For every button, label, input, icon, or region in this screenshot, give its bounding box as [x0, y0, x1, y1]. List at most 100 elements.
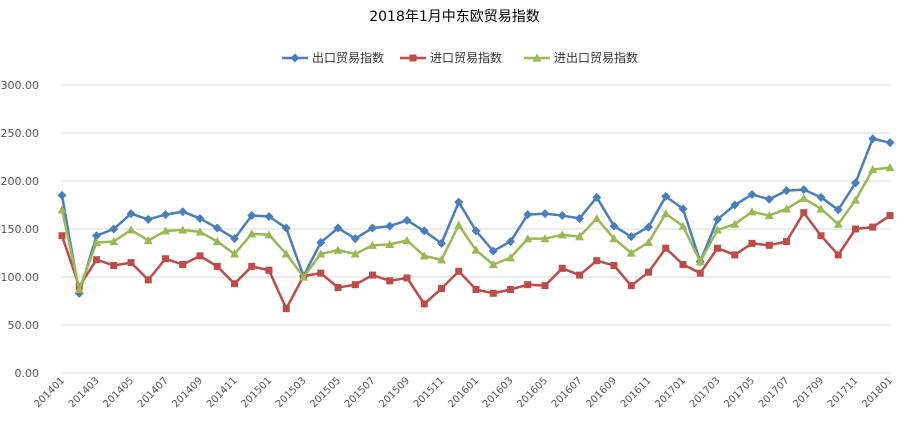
- data-point: [488, 246, 498, 256]
- x-tick-label: 201411: [205, 375, 240, 410]
- data-point: [212, 223, 222, 233]
- data-point: [868, 164, 878, 174]
- data-point: [661, 209, 671, 218]
- data-point: [127, 259, 135, 267]
- data-point: [782, 186, 791, 196]
- y-tick-label: 200.00: [1, 175, 40, 188]
- x-tick-label: 201709: [791, 375, 826, 410]
- data-point: [299, 272, 308, 281]
- data-point: [230, 234, 239, 244]
- data-point: [471, 245, 481, 254]
- data-point: [834, 251, 842, 259]
- data-point: [455, 267, 463, 275]
- legend: 出口贸易指数 进口贸易指数 进出口贸易指数: [282, 50, 638, 65]
- data-point: [369, 271, 376, 279]
- data-point: [265, 266, 273, 274]
- data-point: [264, 212, 274, 222]
- data-point: [230, 249, 239, 258]
- data-point: [368, 240, 377, 249]
- data-point: [402, 215, 412, 225]
- data-point: [437, 255, 446, 264]
- data-point: [402, 236, 412, 245]
- data-point: [92, 237, 101, 247]
- data-point: [247, 211, 257, 221]
- data-point: [385, 221, 395, 231]
- legend-item: 进出口贸易指数: [524, 50, 638, 65]
- data-point: [472, 285, 480, 293]
- data-point: [764, 211, 774, 220]
- legend-label: 出口贸易指数: [312, 50, 384, 65]
- data-point: [92, 231, 101, 241]
- data-point: [661, 191, 671, 201]
- data-point: [454, 197, 464, 207]
- data-point: [626, 248, 636, 257]
- data-point: [730, 200, 740, 210]
- series-2: [58, 209, 894, 313]
- data-point: [403, 274, 411, 282]
- x-tick-label: 201503: [274, 375, 309, 410]
- data-point: [678, 221, 688, 230]
- gridlines: [62, 84, 890, 374]
- data-point: [593, 257, 601, 265]
- data-point: [695, 257, 705, 266]
- data-point: [592, 192, 602, 202]
- data-point: [540, 209, 550, 219]
- legend-item: 进口贸易指数: [400, 50, 502, 65]
- legend-label: 进出口贸易指数: [554, 50, 638, 65]
- data-point: [110, 261, 118, 269]
- x-tick-label: 201511: [412, 375, 447, 410]
- data-point: [282, 305, 290, 313]
- y-tick-label: 300.00: [1, 79, 40, 92]
- data-point: [351, 281, 359, 289]
- data-point: [610, 261, 618, 269]
- data-point: [507, 285, 514, 293]
- x-tick-label: 201409: [170, 375, 205, 410]
- data-point: [178, 225, 188, 234]
- x-tick-label: 201509: [377, 375, 412, 410]
- data-point: [851, 178, 860, 188]
- data-point: [523, 234, 533, 243]
- data-point: [161, 226, 170, 235]
- y-tick-label: 150.00: [1, 223, 40, 236]
- x-tick-label: 201707: [757, 375, 792, 410]
- data-point: [333, 223, 343, 233]
- data-point: [609, 221, 619, 231]
- data-point: [764, 194, 774, 204]
- y-tick-label: 250.00: [1, 127, 40, 140]
- x-tick-label: 201501: [239, 375, 274, 410]
- x-tick-label: 201405: [101, 375, 136, 410]
- data-point: [833, 205, 843, 215]
- data-point: [195, 227, 205, 236]
- data-point: [731, 251, 739, 259]
- data-point: [317, 269, 325, 277]
- data-point: [316, 237, 326, 247]
- data-point: [885, 138, 895, 148]
- legend-swatch-marker: [409, 54, 417, 62]
- data-point: [248, 262, 256, 270]
- legend-swatch-marker: [290, 53, 300, 63]
- data-point: [350, 249, 360, 258]
- data-point: [179, 261, 187, 269]
- data-point: [178, 207, 188, 217]
- x-tick-label: 201611: [619, 375, 654, 410]
- data-point: [575, 213, 584, 223]
- data-point: [540, 234, 550, 243]
- data-point: [93, 256, 100, 264]
- x-tick-label: 201701: [653, 375, 688, 410]
- data-point: [713, 214, 722, 224]
- data-point: [143, 214, 153, 224]
- data-point: [575, 232, 584, 241]
- data-point: [74, 284, 84, 294]
- x-tick-label: 201401: [32, 375, 67, 410]
- data-point: [162, 255, 169, 263]
- data-point: [316, 249, 326, 258]
- data-point: [644, 222, 653, 232]
- data-point: [524, 281, 532, 289]
- data-point: [420, 300, 428, 308]
- x-tick-label: 201703: [688, 375, 723, 410]
- data-point: [558, 264, 566, 272]
- x-tick-label: 201605: [515, 375, 550, 410]
- data-point: [437, 238, 446, 248]
- x-tick-label: 201505: [308, 375, 343, 410]
- data-point: [523, 210, 533, 220]
